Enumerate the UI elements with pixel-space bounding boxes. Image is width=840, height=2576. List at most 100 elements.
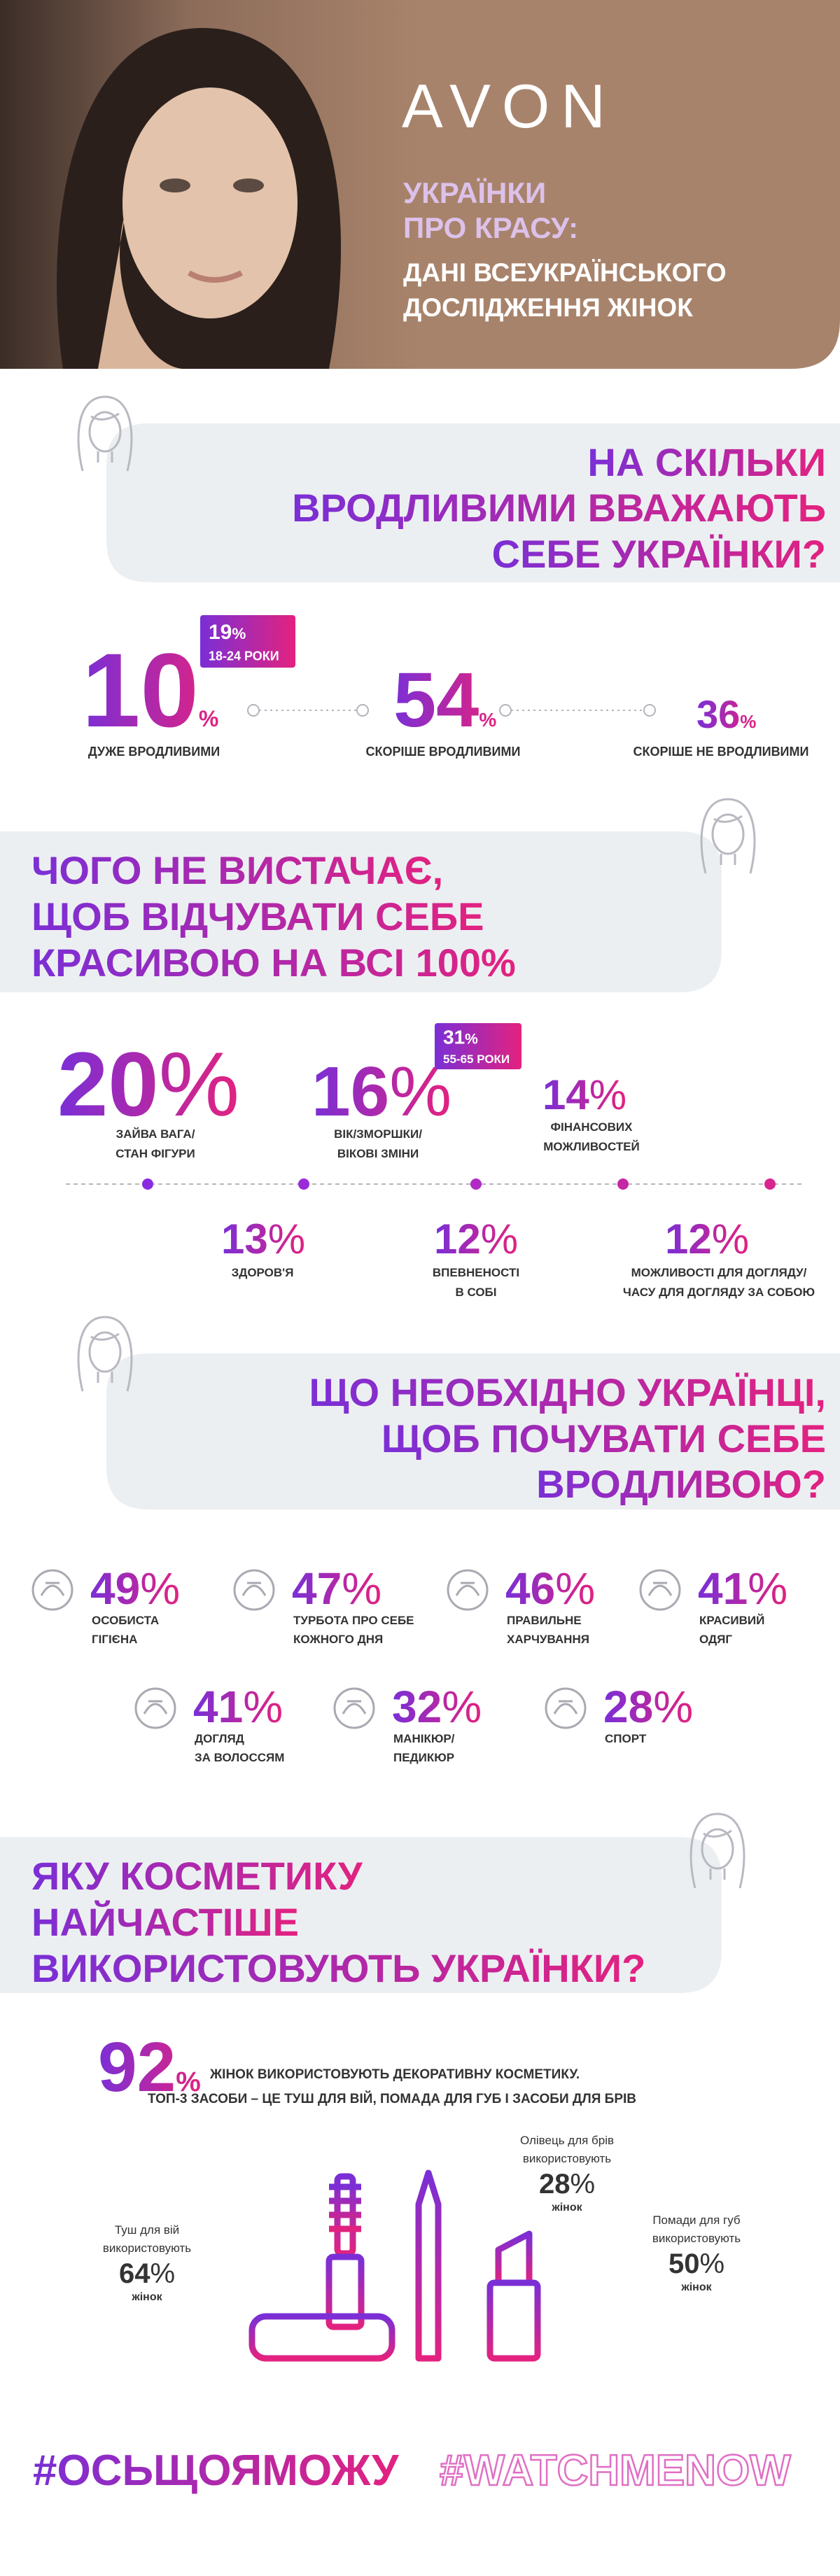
section-band <box>106 423 840 582</box>
product-note: жінок <box>551 2202 582 2213</box>
header-subtitle: ДОСЛІДЖЕННЯ ЖІНОК <box>403 293 693 322</box>
badge <box>435 1023 522 1069</box>
stat-label: ДУЖЕ ВРОДЛИВИМИ <box>88 745 220 759</box>
stat-unit: % <box>653 1682 693 1732</box>
stat-value: 14 <box>542 1071 589 1118</box>
stat-unit: % <box>243 1682 283 1732</box>
product-name: Олівець для брів <box>520 2134 614 2147</box>
stat-label: ВІК/ЗМОРШКИ/ <box>334 1127 422 1141</box>
stat-unit: % <box>555 1563 595 1614</box>
timeline-dot <box>142 1178 153 1190</box>
header-title: ПРО КРАСУ: <box>403 211 578 244</box>
stat-label: ОСОБИСТА <box>92 1614 159 1627</box>
stat-label: МОЖЛИВОСТІ ДЛЯ ДОГЛЯДУ/ <box>631 1266 807 1279</box>
connector-dot <box>247 704 260 717</box>
stat-label: МАНІКЮР/ <box>393 1732 455 1745</box>
stat: 13% <box>221 1216 305 1262</box>
icon-shape <box>31 1569 74 1611</box>
product-note: жінок <box>680 2281 712 2293</box>
stat-value: 13 <box>221 1216 268 1262</box>
connector-dot <box>499 704 512 717</box>
stat-unit: % <box>176 2067 201 2097</box>
timeline-dot <box>764 1178 776 1190</box>
icon-shape <box>233 1569 275 1611</box>
product-note: жінок <box>131 2291 162 2303</box>
stat-unit: % <box>342 1563 382 1614</box>
stat-label: ЧАСУ ДЛЯ ДОГЛЯДУ ЗА СОБОЮ <box>623 1286 815 1299</box>
stat-value: 54 <box>393 657 479 743</box>
section-title: ВИКОРИСТОВУЮТЬ УКРАЇНКИ? <box>31 1946 645 1990</box>
stat: 36% <box>696 692 756 736</box>
product-name: Туш для вій <box>115 2223 179 2237</box>
product-verb: використовують <box>523 2152 611 2165</box>
stat-label: ЗАЙВА ВАГА/ <box>116 1127 195 1141</box>
stat: 14% <box>542 1071 626 1118</box>
stat-unit: % <box>748 1563 788 1614</box>
stat-value: 64 <box>119 2258 150 2289</box>
section-title: ВРОДЛИВОЮ? <box>536 1462 826 1506</box>
cosmetics-illustration <box>248 2169 541 2362</box>
stat: 54% <box>393 657 496 743</box>
stat-value: 32 <box>392 1682 442 1732</box>
section-title: ЩОБ ВІДЧУВАТИ СЕБЕ <box>31 894 484 938</box>
icon-shape <box>447 1569 489 1611</box>
stat-value: 36 <box>696 692 740 736</box>
stat-label: ДОГЛЯД <box>195 1732 244 1745</box>
photo-eye <box>233 178 264 192</box>
stat-label: ЗДОРОВ'Я <box>232 1266 294 1279</box>
stat-label: КОЖНОГО ДНЯ <box>293 1633 383 1646</box>
stat: 32% <box>392 1682 482 1732</box>
badge-label: 55-65 РОКИ <box>443 1053 510 1066</box>
stat: 28% <box>603 1682 693 1732</box>
stat-value: 46 <box>505 1563 555 1614</box>
section-title: ЩО НЕОБХІДНО УКРАЇНЦІ, <box>309 1370 826 1414</box>
stat: 10% <box>82 631 218 749</box>
badge-label: 18-24 РОКИ <box>209 649 279 663</box>
stat: 41% <box>698 1563 788 1614</box>
stat-value: 16 <box>312 1053 389 1131</box>
icon-shape <box>342 1700 367 1715</box>
stat-label: СПОРТ <box>605 1732 647 1745</box>
section-title: ЧОГО НЕ ВИСТАЧАЄ, <box>31 848 443 892</box>
headline-text: ЖІНОК ВИКОРИСТОВУЮТЬ ДЕКОРАТИВНУ КОСМЕТИ… <box>209 2067 580 2082</box>
icon-shape <box>333 1687 375 1729</box>
stat-value: 10 <box>82 631 199 749</box>
stat-unit: % <box>589 1071 626 1118</box>
stat-label: ЗА ВОЛОССЯМ <box>195 1751 284 1764</box>
stat-label: В СОБІ <box>455 1286 496 1299</box>
badge-value: 19% <box>209 621 246 644</box>
stat-unit: % <box>442 1682 482 1732</box>
stat-unit: % <box>712 1216 749 1262</box>
icon-shape <box>455 1582 480 1596</box>
stat: 92% <box>98 2028 201 2106</box>
stat: 41% <box>193 1682 283 1732</box>
stat-label: ГІГІЄНА <box>92 1633 137 1646</box>
section-title: НАЙЧАСТІШЕ <box>31 1900 299 1944</box>
care-icon <box>545 1687 587 1729</box>
stat-unit: % <box>199 706 218 731</box>
product-share: 64% <box>119 2258 175 2289</box>
stat-unit: % <box>150 2258 175 2289</box>
section-title: НА СКІЛЬКИ <box>587 440 826 484</box>
photo-face <box>122 87 298 318</box>
connector-dot <box>356 704 369 717</box>
stat-value: 49 <box>90 1563 140 1614</box>
stat-label: ОДЯГ <box>699 1633 732 1646</box>
product-verb: використовують <box>103 2241 191 2255</box>
stat-value: 41 <box>193 1682 243 1732</box>
section-title: СЕБЕ УКРАЇНКИ? <box>492 532 826 576</box>
stat-value: 28 <box>539 2169 570 2200</box>
hashtag: #WATCHMENOW <box>440 2447 791 2495</box>
stat-value: 19 <box>209 621 232 644</box>
stat-value: 31 <box>443 1027 465 1048</box>
icon-shape <box>553 1700 578 1715</box>
stat: 49% <box>90 1563 180 1614</box>
stat: 12% <box>434 1216 518 1262</box>
section-title: ЩОБ ПОЧУВАТИ СЕБЕ <box>382 1416 826 1461</box>
stat-value: 12 <box>665 1216 712 1262</box>
stat-unit: % <box>740 711 756 732</box>
connector-dot <box>643 704 656 717</box>
section-title: КРАСИВОЮ НА ВСІ 100% <box>31 941 516 985</box>
